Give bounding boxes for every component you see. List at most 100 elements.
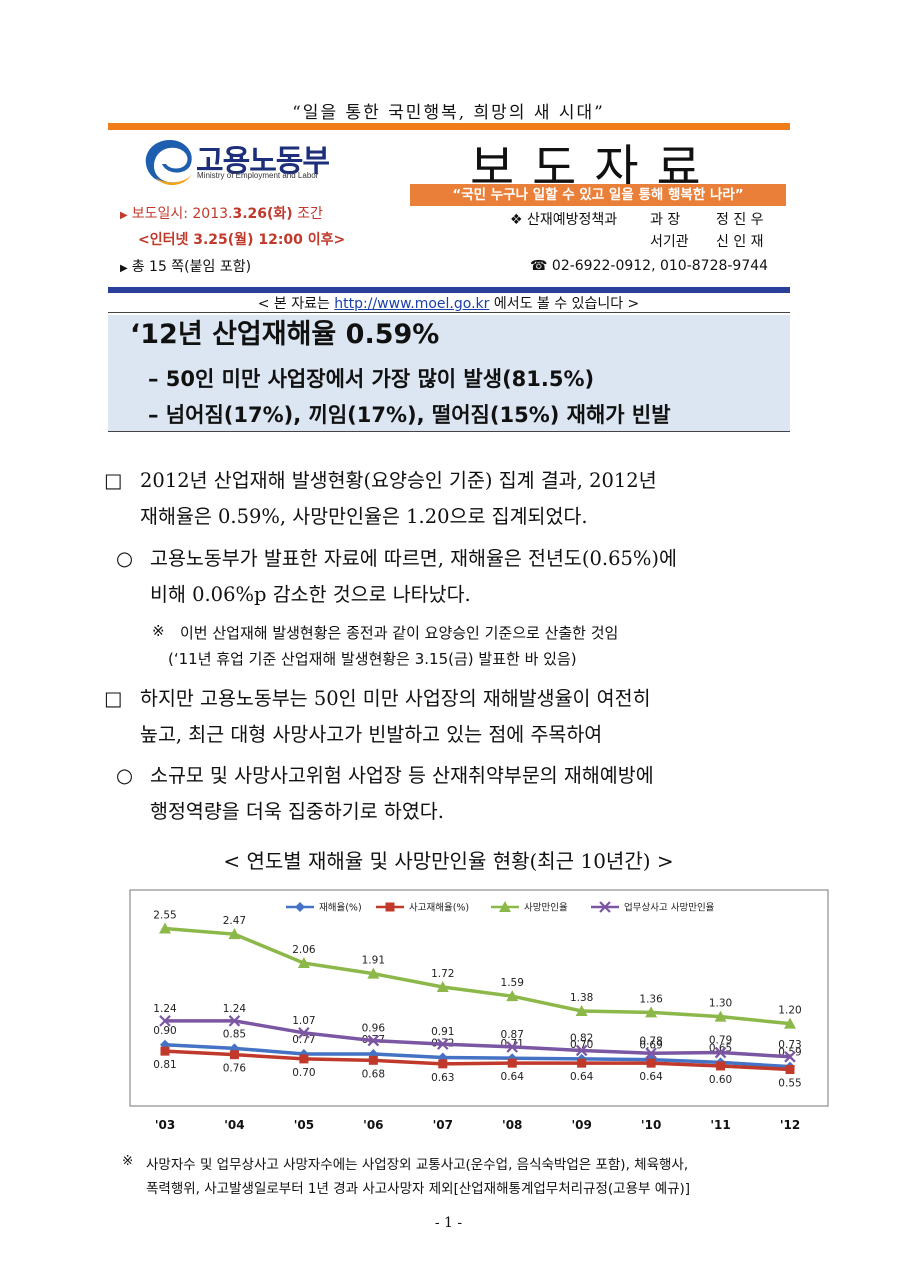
x-tick-label: '12 <box>780 1118 800 1132</box>
data-point <box>575 1004 588 1016</box>
headline-main: ‘12년 산업재해율 0.59% <box>130 319 440 350</box>
divider <box>108 312 790 313</box>
data-point <box>645 1006 658 1018</box>
data-label: 0.79 <box>709 1035 732 1047</box>
data-point <box>716 1061 726 1071</box>
legend-marker <box>499 901 511 912</box>
data-point <box>160 1039 170 1050</box>
data-point <box>577 1058 587 1068</box>
data-label: 0.81 <box>153 1059 176 1071</box>
data-point <box>159 1015 171 1027</box>
data-label: 0.85 <box>223 1028 246 1040</box>
paragraph-2-marker: ○ <box>116 547 134 570</box>
footnote-marker: ※ <box>122 1153 134 1169</box>
data-label: 0.91 <box>431 1026 454 1038</box>
line-chart: 재해율(%) 사고재해율(%) 사망만인율 업무상사고 사망만인율 0.90 0.85 0… <box>129 889 829 1132</box>
data-label: 1.59 <box>501 977 524 989</box>
page-count: ▶ 총 15 쪽(붙임 포함) <box>120 259 252 275</box>
data-point <box>160 1046 170 1056</box>
data-label: 1.72 <box>431 968 454 980</box>
data-point <box>784 1017 796 1029</box>
x-tick-label: '07 <box>433 1118 453 1132</box>
data-point <box>299 1054 309 1064</box>
website-notice: < 본 자료는 http://www.moel.go.kr 에서도 볼 수 있습… <box>257 296 640 312</box>
phone-icon: ☎ <box>530 258 548 274</box>
data-point <box>506 1041 519 1053</box>
data-point <box>646 1058 656 1068</box>
contact-name-2: 신 인 재 <box>716 234 764 250</box>
data-label: 1.24 <box>223 1003 247 1015</box>
divider <box>108 431 790 432</box>
note-line-1: 이번 산업재해 발생현황은 종전과 같이 요양승인 기준으로 산출한 것임 <box>180 624 619 642</box>
slogan: “일을 통한 국민행복, 희망의 새 시대” <box>292 103 605 123</box>
x-tick-label: '09 <box>571 1118 591 1132</box>
data-point <box>714 1010 727 1022</box>
chart-series: 0.900.850.770.770.720.710.700.690.650.59… <box>153 910 801 1090</box>
note-line-2: (‘11년 휴업 기준 산업재해 발생현황은 3.15(금) 발표한 바 있음) <box>168 650 577 668</box>
paragraph-3-line-1: 하지만 고용노동부는 50인 미만 사업장의 재해발생율이 여전히 <box>140 687 651 710</box>
note-marker: ※ <box>152 622 165 640</box>
header-orange-bar <box>108 123 790 130</box>
data-point <box>506 990 519 1002</box>
legend-label: 업무상사고 사망만인율 <box>624 902 715 914</box>
data-label: 1.91 <box>362 955 385 967</box>
legend-marker <box>599 901 611 913</box>
data-point <box>297 957 310 969</box>
footnote-line-2: 폭력행위, 사고발생일로부터 1년 경과 사고사망자 제외[산업재해통계업무처리… <box>146 1181 691 1197</box>
data-point <box>228 1015 241 1027</box>
data-label: 0.70 <box>570 1039 593 1051</box>
data-point <box>784 1051 796 1063</box>
ministry-logo-icon <box>145 140 192 186</box>
contact-name-1: 정 진 우 <box>716 212 764 228</box>
paragraph-4-line-1: 소규모 및 사망사고위험 사업장 등 산재취약부문의 재해예방에 <box>150 764 654 787</box>
data-label: 0.64 <box>570 1071 594 1083</box>
data-label: 0.77 <box>292 1034 315 1046</box>
legend-label: 재해율(%) <box>319 902 362 914</box>
contact-department: ❖ 산재예방정책과 <box>510 212 618 228</box>
legend-label: 사망만인율 <box>524 903 568 914</box>
data-point <box>367 967 380 979</box>
website-link[interactable]: http://www.moel.go.kr <box>334 296 490 312</box>
data-label: 1.30 <box>709 998 732 1010</box>
motto-banner: “국민 누구나 일할 수 있고 일을 통해 행복한 나라” <box>410 184 786 206</box>
bullet-triangle-icon: ▶ <box>120 210 128 221</box>
data-label: 0.64 <box>639 1071 663 1083</box>
chart-plot-frame <box>129 889 829 1107</box>
paragraph-4-line-2: 행정역량을 더욱 집중하기로 하였다. <box>150 800 444 823</box>
data-label: 0.64 <box>501 1071 525 1083</box>
ministry-name: 고용노동부 <box>196 144 330 179</box>
release-date: ▶ 보도일시: 2013.3.26(화) 조간 <box>120 206 323 222</box>
paragraph-2-line-1: 고용노동부가 발표한 자료에 따르면, 재해율은 전년도(0.65%)에 <box>150 547 677 570</box>
series-line <box>164 926 791 1026</box>
headline-sub-1: – 50인 미만 사업장에서 가장 많이 발생(81.5%) <box>148 367 595 391</box>
data-point <box>229 1050 239 1060</box>
paragraph-1-line-1: 2012년 산업재해 발생현황(요양승인 기준) 집계 결과, 2012년 <box>140 469 657 492</box>
contact-phone: ☎ 02-6922-0912, 010-8728-9744 <box>530 258 769 274</box>
data-label: 1.38 <box>570 992 593 1004</box>
data-label: 0.78 <box>639 1035 662 1047</box>
data-point <box>228 928 241 940</box>
data-label: 2.06 <box>292 944 316 956</box>
chart-title: < 연도별 재해율 및 사망만인율 현황(최근 10년간) > <box>223 849 674 873</box>
data-point <box>575 1044 588 1057</box>
data-label: 1.07 <box>292 1015 315 1027</box>
data-label: 0.73 <box>778 1039 801 1051</box>
series-line <box>164 1049 791 1072</box>
data-point <box>229 1043 240 1054</box>
data-label: 0.70 <box>292 1067 315 1079</box>
legend-label: 사고재해율(%) <box>409 902 469 914</box>
paragraph-1-marker: □ <box>104 469 123 492</box>
headline-box <box>108 315 790 431</box>
paragraph-3-marker: □ <box>104 687 123 710</box>
internet-release-time: <인터넷 3.25(월) 12:00 이후> <box>138 232 346 248</box>
headline-sub-2: – 넘어짐(17%), 끼임(17%), 떨어짐(15%) 재해가 빈발 <box>148 403 671 427</box>
x-tick-label: '08 <box>502 1118 522 1132</box>
ministry-english-name: Ministry of Employment and Labor <box>197 171 319 180</box>
data-label: 1.36 <box>639 993 663 1005</box>
data-label: 0.55 <box>778 1077 801 1089</box>
data-point <box>507 1058 517 1068</box>
paragraph-2-line-2: 비해 0.06%p 감소한 것으로 나타났다. <box>150 583 471 606</box>
data-label: 1.20 <box>778 1005 801 1017</box>
data-label: 0.63 <box>431 1072 454 1084</box>
footnote-line-1: 사망자수 및 업무상사고 사망자수에는 사업장외 교통사고(운수업, 음식숙박업… <box>146 1157 689 1173</box>
